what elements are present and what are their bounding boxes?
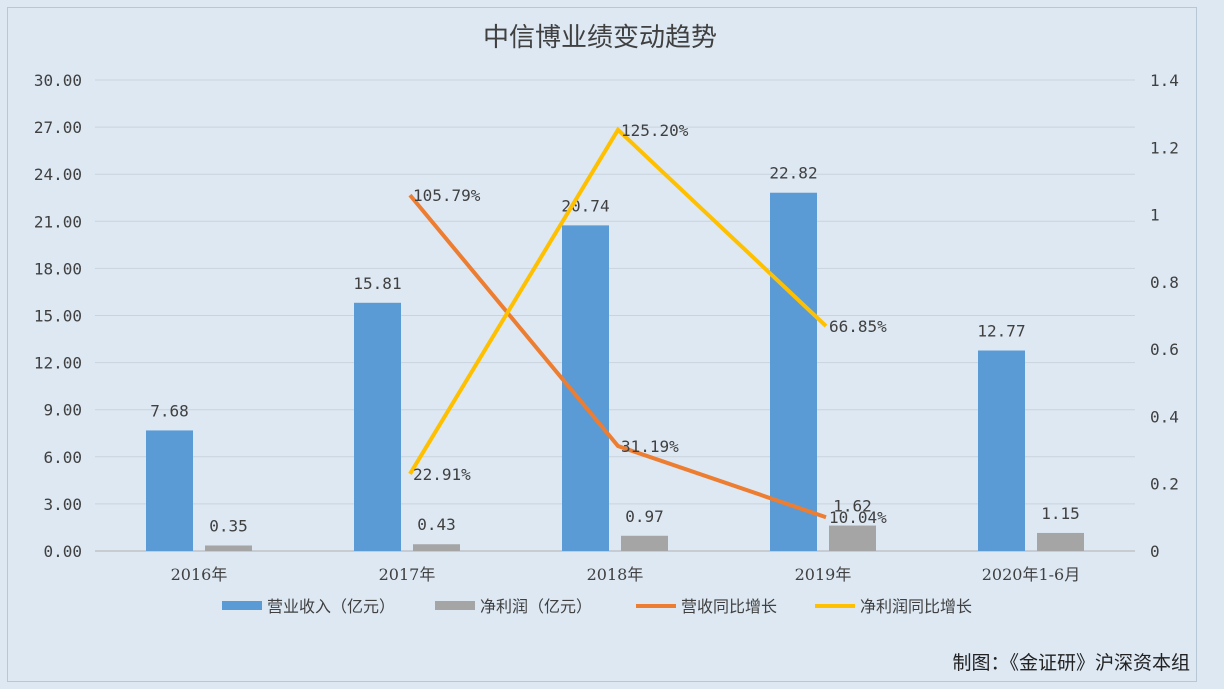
chart-frame <box>7 7 1197 682</box>
bar-data-label: 1.62 <box>833 497 872 516</box>
bar <box>413 544 460 551</box>
bar <box>621 535 668 551</box>
line-data-label: 22.91% <box>413 465 471 484</box>
bar-data-label: 0.43 <box>417 515 456 534</box>
legend-label: 净利润（亿元） <box>480 597 592 616</box>
bar-data-label: 22.82 <box>769 164 817 183</box>
bar <box>978 350 1025 551</box>
y-right-tick-label: 1 <box>1150 206 1160 225</box>
y-right-tick-label: 1.4 <box>1150 71 1179 90</box>
y-left-tick-label: 6.00 <box>43 448 82 467</box>
x-tick-label: 2016年 <box>171 565 228 584</box>
bar-data-label: 1.15 <box>1041 504 1080 523</box>
y-left-tick-label: 9.00 <box>43 401 82 420</box>
legend-swatch <box>435 601 475 610</box>
y-left-tick-label: 24.00 <box>34 165 82 184</box>
line-data-label: 125.20% <box>621 121 689 140</box>
y-right-tick-label: 0.4 <box>1150 407 1179 426</box>
y-right-tick-label: 0.8 <box>1150 273 1179 292</box>
y-left-tick-label: 21.00 <box>34 212 82 231</box>
bar <box>205 545 252 551</box>
y-left-tick-label: 0.00 <box>43 542 82 561</box>
credit-text: 制图：《金证研》沪深资本组 <box>952 652 1190 674</box>
y-right-tick-label: 0.2 <box>1150 475 1179 494</box>
line-data-label: 66.85% <box>829 317 887 336</box>
chart-title: 中信博业绩变动趋势 <box>483 23 717 53</box>
y-left-tick-label: 15.00 <box>34 307 82 326</box>
y-left-tick-label: 3.00 <box>43 495 82 514</box>
y-right-tick-label: 1.2 <box>1150 138 1179 157</box>
x-tick-label: 2018年 <box>587 565 644 584</box>
bar-data-label: 0.97 <box>625 507 664 526</box>
line-data-label: 10.04% <box>829 508 887 527</box>
legend-label: 净利润同比增长 <box>860 597 972 616</box>
y-right-tick-label: 0 <box>1150 542 1160 561</box>
bar <box>146 430 193 551</box>
legend-swatch <box>222 601 262 610</box>
y-left-tick-label: 18.00 <box>34 259 82 278</box>
bar <box>354 302 401 551</box>
bar <box>829 525 876 551</box>
y-left-tick-label: 27.00 <box>34 118 82 137</box>
series-line <box>408 126 828 475</box>
bar <box>770 192 817 551</box>
x-tick-label: 2019年 <box>795 565 852 584</box>
x-tick-label: 2017年 <box>379 565 436 584</box>
y-left-tick-label: 30.00 <box>34 71 82 90</box>
line-data-label: 105.79% <box>413 186 481 205</box>
y-left-tick-label: 12.00 <box>34 354 82 373</box>
series-line <box>408 193 827 520</box>
line-data-label: 31.19% <box>621 437 679 456</box>
legend-label: 营收同比增长 <box>681 597 777 616</box>
bar <box>1037 532 1084 551</box>
bar-data-label: 12.77 <box>977 322 1025 341</box>
legend-label: 营业收入（亿元） <box>267 597 395 616</box>
x-tick-label: 2020年1-6月 <box>982 565 1081 584</box>
bar-data-label: 7.68 <box>150 401 189 420</box>
bar-data-label: 0.35 <box>209 517 248 536</box>
bar-data-label: 15.81 <box>353 274 401 293</box>
y-right-tick-label: 0.6 <box>1150 340 1179 359</box>
